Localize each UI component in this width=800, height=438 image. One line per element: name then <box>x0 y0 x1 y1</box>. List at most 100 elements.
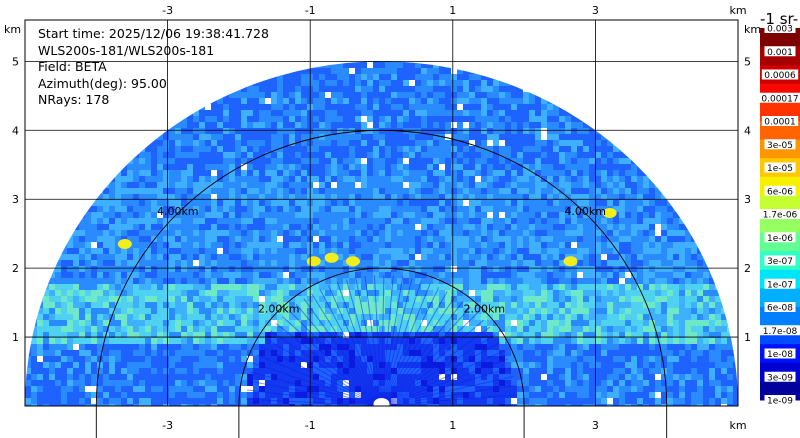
backscatter-cell <box>511 140 517 146</box>
backscatter-cell <box>445 182 451 188</box>
backscatter-cell <box>187 326 193 332</box>
backscatter-cell <box>541 356 547 362</box>
backscatter-cell <box>181 230 187 236</box>
backscatter-cell <box>289 236 295 242</box>
backscatter-cell <box>313 104 319 110</box>
backscatter-cell <box>289 104 295 110</box>
backscatter-cell <box>289 164 295 170</box>
backscatter-cell <box>517 236 523 242</box>
backscatter-cell <box>559 110 565 116</box>
backscatter-cell <box>325 236 331 242</box>
backscatter-cell <box>295 164 301 170</box>
backscatter-cell <box>199 200 205 206</box>
backscatter-cell <box>649 362 655 368</box>
backscatter-cell <box>193 140 199 146</box>
backscatter-cell <box>175 122 181 128</box>
backscatter-cell <box>457 206 463 212</box>
backscatter-cell <box>547 266 553 272</box>
backscatter-cell <box>121 254 127 260</box>
backscatter-cell <box>529 260 535 266</box>
backscatter-cell <box>721 308 727 314</box>
backscatter-cell <box>583 158 589 164</box>
backscatter-cell <box>583 362 589 368</box>
backscatter-cell <box>259 350 265 356</box>
backscatter-cell <box>391 134 397 140</box>
backscatter-cell <box>529 146 535 152</box>
backscatter-cell <box>265 110 271 116</box>
backscatter-cell <box>253 158 259 164</box>
backscatter-cell <box>175 302 181 308</box>
backscatter-cell <box>565 338 571 344</box>
backscatter-cell <box>241 146 247 152</box>
backscatter-cell <box>619 188 625 194</box>
backscatter-cell <box>289 254 295 260</box>
backscatter-cell <box>271 140 277 146</box>
backscatter-cell <box>637 242 643 248</box>
backscatter-cell <box>163 266 169 272</box>
backscatter-cell <box>577 284 583 290</box>
backscatter-cell <box>349 158 355 164</box>
backscatter-cell <box>589 320 595 326</box>
backscatter-cell <box>439 290 445 296</box>
backscatter-cell <box>571 194 577 200</box>
backscatter-cell <box>559 278 565 284</box>
backscatter-cell <box>541 344 547 350</box>
backscatter-cell <box>709 284 715 290</box>
backscatter-cell <box>385 266 391 272</box>
backscatter-cell <box>181 152 187 158</box>
backscatter-cell <box>25 374 31 380</box>
backscatter-cell <box>313 206 319 212</box>
backscatter-cell <box>673 308 679 314</box>
backscatter-cell <box>433 146 439 152</box>
backscatter-cell <box>643 218 649 224</box>
backscatter-cell <box>481 278 487 284</box>
backscatter-cell <box>367 86 373 92</box>
backscatter-cell <box>511 362 517 368</box>
backscatter-cell <box>139 284 145 290</box>
backscatter-cell <box>61 290 67 296</box>
backscatter-cell <box>643 200 649 206</box>
backscatter-cell <box>433 122 439 128</box>
backscatter-cell <box>577 218 583 224</box>
backscatter-cell <box>517 152 523 158</box>
backscatter-cell <box>343 254 349 260</box>
backscatter-cell <box>133 338 139 344</box>
backscatter-cell <box>415 146 421 152</box>
backscatter-cell <box>487 176 493 182</box>
backscatter-cell <box>583 248 589 254</box>
backscatter-cell <box>109 242 115 248</box>
backscatter-cell <box>415 242 421 248</box>
backscatter-cell <box>211 182 217 188</box>
backscatter-cell <box>409 356 415 362</box>
backscatter-cell <box>91 296 97 302</box>
backscatter-cell <box>301 290 307 296</box>
backscatter-cell <box>445 266 451 272</box>
backscatter-cell <box>553 188 559 194</box>
backscatter-cell <box>91 206 97 212</box>
backscatter-cell <box>295 140 301 146</box>
backscatter-cell <box>49 332 55 338</box>
backscatter-cell <box>79 248 85 254</box>
backscatter-cell <box>445 326 451 332</box>
backscatter-cell <box>643 362 649 368</box>
backscatter-cell <box>595 176 601 182</box>
backscatter-cell <box>535 284 541 290</box>
backscatter-cell <box>457 290 463 296</box>
backscatter-cell <box>139 158 145 164</box>
backscatter-cell <box>217 308 223 314</box>
backscatter-cell <box>271 206 277 212</box>
backscatter-cell <box>571 272 577 278</box>
backscatter-cell <box>319 296 325 302</box>
backscatter-cell <box>607 230 613 236</box>
backscatter-cell <box>319 302 325 308</box>
backscatter-cell <box>469 68 475 74</box>
backscatter-cell <box>541 368 547 374</box>
backscatter-cell <box>151 326 157 332</box>
backscatter-cell <box>163 170 169 176</box>
backscatter-cell <box>469 236 475 242</box>
backscatter-cell <box>61 278 67 284</box>
backscatter-cell <box>133 164 139 170</box>
backscatter-cell <box>517 206 523 212</box>
backscatter-cell <box>361 104 367 110</box>
backscatter-cell <box>379 296 385 302</box>
